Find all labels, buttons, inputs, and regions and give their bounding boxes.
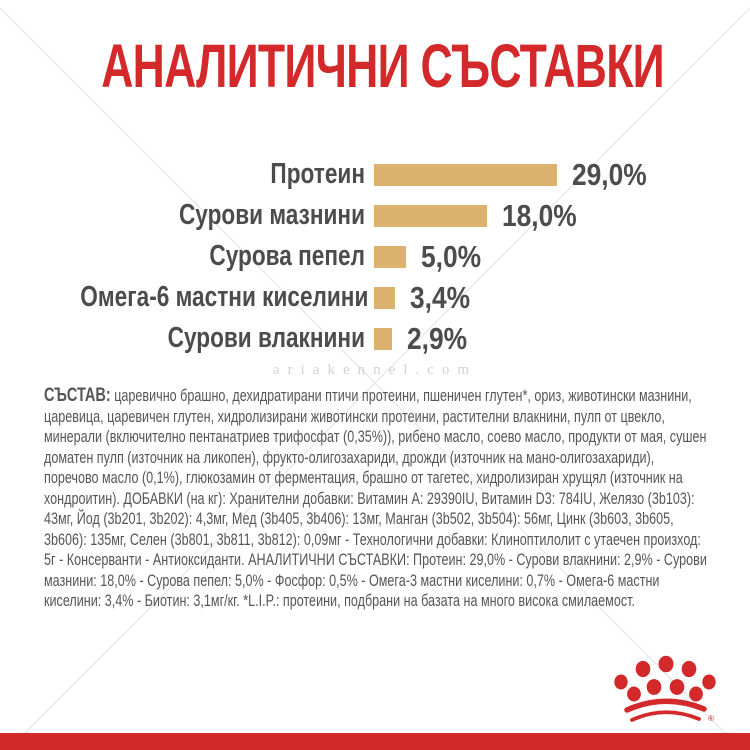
chart-row: Сурова пепел 5,0%	[0, 236, 750, 277]
composition-heading: СЪСТАВ:	[44, 385, 111, 406]
chart-row: Сурови влакнини 2,9%	[0, 318, 750, 359]
chart-category-label: Сурови мазнини	[178, 199, 365, 231]
chart-bar	[374, 327, 393, 350]
chart-value-label: 2,9%	[407, 320, 468, 356]
watermark-text: ariakennel.com	[272, 362, 478, 378]
chart-category-label: Протеин	[270, 158, 365, 190]
composition-body: царевично брашно, дехидратирани птичи пр…	[44, 387, 707, 610]
chart-category-label: Сурови влакнини	[167, 322, 365, 354]
chart-row: Омега-6 мастни киселини 3,4%	[0, 277, 750, 318]
chart-row: Протеин 29,0%	[0, 154, 750, 195]
chart-category-label: Сурова пепел	[209, 240, 365, 272]
chart-bar	[374, 286, 396, 309]
chart-bar	[374, 163, 557, 186]
chart-row: Сурови мазнини 18,0%	[0, 195, 750, 236]
brand-red-bar	[0, 733, 750, 750]
nutrition-bar-chart: Протеин 29,0% Сурови мазнини 18,0% Сурова пе…	[0, 154, 750, 359]
chart-value-label: 29,0%	[571, 156, 647, 192]
chart-value-label: 3,4%	[410, 279, 471, 315]
chart-value-label: 5,0%	[420, 238, 481, 274]
chart-value-label: 18,0%	[502, 197, 578, 233]
composition-paragraph: СЪСТАВ: царевично брашно, дехидратирани …	[44, 385, 709, 612]
page-title: АНАЛИТИЧНИ СЪСТАВКИ	[101, 32, 664, 100]
chart-bar	[374, 204, 488, 227]
registered-mark: ®	[708, 714, 714, 723]
chart-bar	[374, 245, 406, 268]
chart-category-label: Омега-6 мастни киселини	[80, 281, 369, 313]
royal-canin-crown-icon: ®	[614, 655, 716, 723]
